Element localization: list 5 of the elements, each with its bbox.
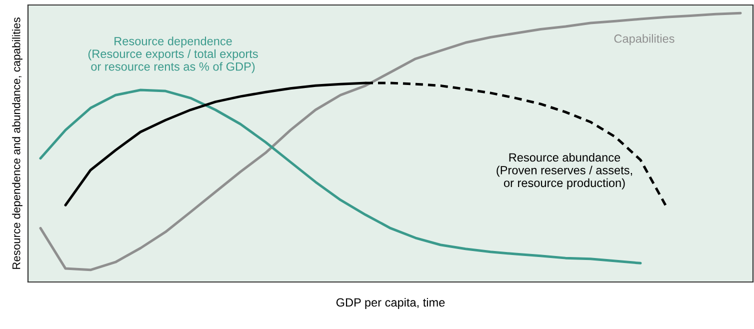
y-axis-title: Resource dependence and abundance, capabilities (12, 18, 22, 269)
text: Resource dependence (Resource exports / total exports or resource rents as % of GDP) (88, 36, 258, 74)
text: Resource abundance (Proven reserves / assets, or resource production) (496, 152, 632, 190)
series-label: Capabilities (614, 34, 674, 46)
x-axis-title: GDP per capita, time (336, 298, 445, 309)
